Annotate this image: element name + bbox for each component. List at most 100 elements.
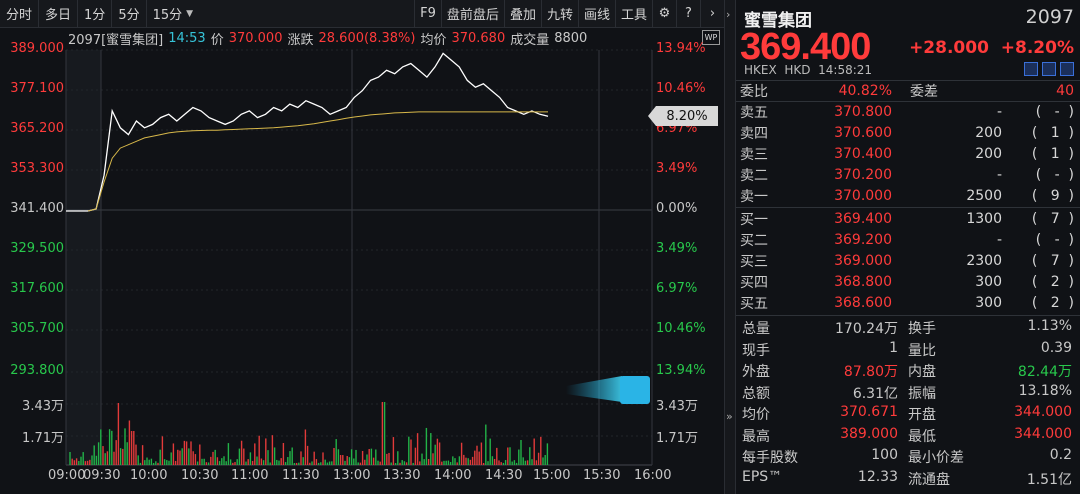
tool-F9[interactable]: F9	[414, 0, 441, 27]
ask-row[interactable]: 卖五 370.800 - ( - )	[740, 102, 1074, 122]
level-price: 370.600	[834, 125, 892, 141]
level-label: 卖四	[740, 126, 768, 142]
exchange-info: HKEX HKD 14:58:21	[744, 63, 873, 77]
avg-label: 均价	[420, 32, 447, 48]
bid-row[interactable]: 买一 369.400 1300 ( 7 )	[740, 209, 1074, 229]
floating-widget-icon[interactable]	[566, 372, 652, 408]
stat-label: 换手	[908, 321, 936, 337]
premarket-shade	[66, 50, 101, 465]
stat-row: EPS™ 12.33 流通盘 1.51亿	[740, 469, 1074, 489]
stat-value: 0.39	[1040, 339, 1072, 356]
level-label: 买二	[740, 233, 768, 249]
level-count: ( - )	[1035, 104, 1074, 120]
double-chevron-icon[interactable]: »	[726, 410, 733, 423]
stat-row: 每手股数 100 最小价差 0.2	[740, 447, 1074, 467]
stat-label: 最小价差	[908, 450, 964, 466]
bid-row[interactable]: 买四 368.800 300 ( 2 )	[740, 272, 1074, 292]
tab-多日[interactable]: 多日	[39, 0, 79, 27]
stock-code: 2097	[1025, 6, 1074, 28]
tool-叠加[interactable]: 叠加	[503, 0, 541, 27]
level-volume: -	[996, 104, 1002, 120]
bid-row[interactable]: 买五 368.600 300 ( 2 )	[740, 293, 1074, 313]
time-tick: 14:00	[434, 468, 472, 483]
window-icon[interactable]	[1042, 62, 1056, 76]
volume-tick: 3.43万	[656, 399, 698, 414]
price-tick: 389.000	[10, 41, 64, 56]
tab-15分[interactable]: 15分	[152, 8, 183, 23]
stock-name: 蜜雪集团	[744, 11, 812, 31]
price-tick: 305.700	[10, 321, 64, 336]
stat-label: 内盘	[908, 364, 936, 380]
cursor-volume: 8800	[554, 30, 588, 46]
wp-badge[interactable]: WP	[702, 30, 720, 45]
tool-九转[interactable]: 九转	[540, 0, 578, 27]
tab-5分[interactable]: 5分	[112, 0, 147, 27]
add-icon[interactable]	[1060, 62, 1074, 76]
help-icon[interactable]: ?	[676, 0, 700, 27]
intraday-chart[interactable]	[0, 28, 724, 468]
stat-label: 总量	[742, 321, 770, 337]
pct-tick: 3.49%	[656, 241, 698, 256]
tab-分时[interactable]: 分时	[0, 0, 40, 27]
pct-tick: 10.46%	[656, 321, 706, 336]
ask-row[interactable]: 卖一 370.000 2500 ( 9 )	[740, 186, 1074, 206]
level-count: ( 1 )	[1031, 125, 1074, 141]
level-count: ( 2 )	[1031, 295, 1074, 311]
time-tick: 10:30	[181, 468, 219, 483]
quote-panel: 蜜雪集团 2097 369.400 +28.000 +8.20% HKEX HK…	[736, 0, 1080, 494]
level-price: 370.800	[834, 104, 892, 120]
level-label: 买三	[740, 254, 768, 270]
pct-tick: 0.00%	[656, 201, 698, 216]
tool-盘前盘后[interactable]: 盘前盘后	[440, 0, 504, 27]
stat-label: 流通盘	[908, 471, 950, 488]
time-tick: 11:30	[282, 468, 320, 483]
tool-画线[interactable]: 画线	[577, 0, 615, 27]
ask-row[interactable]: 卖四 370.600 200 ( 1 )	[740, 123, 1074, 143]
chevron-right-icon[interactable]: ›	[726, 8, 731, 21]
stat-row: 外盘 87.80万 内盘 82.44万	[740, 361, 1074, 381]
level-price: 369.200	[834, 232, 892, 248]
ask-row[interactable]: 卖三 370.400 200 ( 1 )	[740, 144, 1074, 164]
settings-icon[interactable]: ⚙	[652, 0, 676, 27]
level-count: ( - )	[1035, 232, 1074, 248]
level-volume: 2300	[966, 253, 1002, 269]
stat-row: 总额 6.31亿 振幅 13.18%	[740, 383, 1074, 403]
bid-row[interactable]: 买三 369.000 2300 ( 7 )	[740, 251, 1074, 271]
pct-tick: 10.46%	[656, 81, 706, 96]
ask-row[interactable]: 卖二 370.200 - ( - )	[740, 165, 1074, 185]
panel-collapse-bar[interactable]: › »	[724, 0, 736, 494]
tab-1分[interactable]: 1分	[78, 0, 113, 27]
period-dropdown-icon[interactable]: ▼	[186, 8, 194, 19]
time-tick: 11:00	[231, 468, 269, 483]
time-tick: 16:00	[634, 468, 672, 483]
time-tick: 14:30	[485, 468, 523, 483]
cursor-change: 28.600(8.38%)	[318, 30, 416, 46]
level-label: 卖五	[740, 105, 768, 121]
volume-tick: 3.43万	[22, 399, 64, 414]
level-price: 368.600	[834, 295, 892, 311]
time-tick: 13:00	[333, 468, 371, 483]
stat-label: 振幅	[908, 385, 936, 402]
level-volume: -	[996, 167, 1002, 183]
level-count: ( 9 )	[1031, 188, 1074, 204]
price-tick: 317.600	[10, 281, 64, 296]
stat-label: 每手股数	[742, 450, 798, 466]
bid-row[interactable]: 买二 369.200 - ( - )	[740, 230, 1074, 250]
level-price: 369.000	[834, 253, 892, 269]
price-tick: 341.400	[10, 201, 64, 216]
tool-工具[interactable]: 工具	[614, 0, 652, 27]
stat-value: 100	[871, 447, 898, 463]
stat-value: 13.18%	[1018, 382, 1072, 399]
stat-value: 1.51亿	[1026, 471, 1072, 488]
chart-info-line: 2097[蜜雪集团] 14:53 价 370.000 涨跌 28.600(8.3…	[68, 28, 592, 48]
stat-value: 1.13%	[1027, 318, 1072, 334]
stat-label: 开盘	[908, 407, 936, 423]
price-line	[87, 52, 549, 212]
price-tick: 377.100	[10, 81, 64, 96]
volume-tick: 1.71万	[656, 431, 698, 446]
time-tick: 09:30	[83, 468, 121, 483]
chevron-right-icon[interactable]: ›	[700, 0, 724, 27]
edit-icon[interactable]	[1024, 62, 1038, 76]
panel-actions	[1024, 62, 1074, 76]
time-tick: 09:00	[48, 468, 86, 483]
